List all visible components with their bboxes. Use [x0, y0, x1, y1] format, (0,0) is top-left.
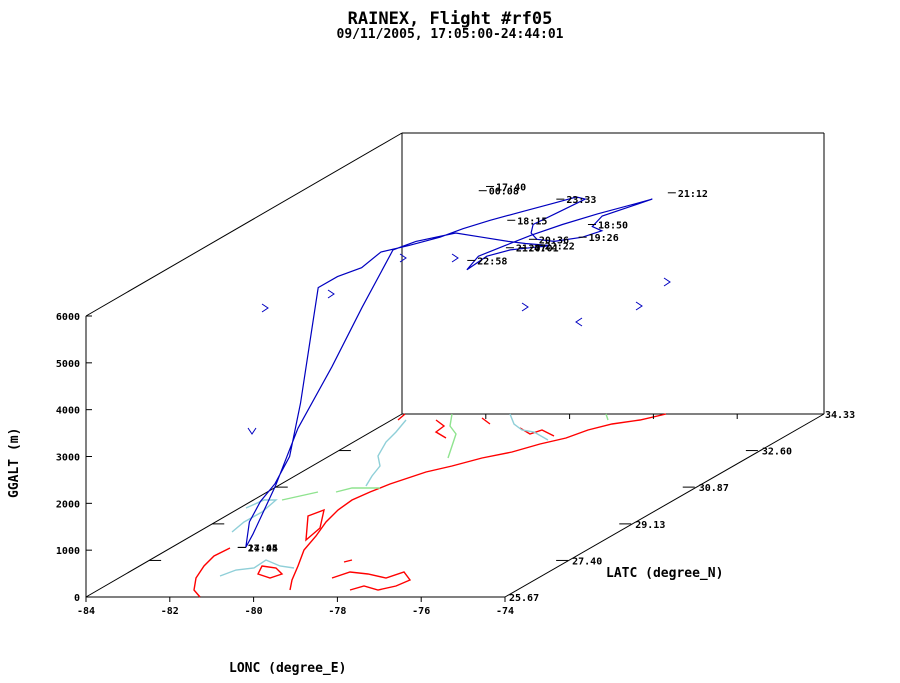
- y-tick-label: 32.60: [762, 447, 792, 458]
- y-tick-label: 27.40: [572, 556, 602, 567]
- direction-arrow: [399, 253, 407, 263]
- direction-arrow: [261, 303, 269, 313]
- time-label: 23:33: [566, 195, 596, 206]
- x-tick-label: -74: [496, 606, 514, 617]
- time-label: 22:58: [477, 256, 507, 267]
- time-label: 18:15: [517, 216, 547, 227]
- time-label: 21:47: [516, 244, 546, 255]
- x-tick-label: -80: [245, 606, 263, 617]
- flight-track-layer: [245, 196, 653, 548]
- state-border: [281, 413, 609, 501]
- direction-arrow: [635, 301, 643, 311]
- y-axis-label: LATC (degree_N): [606, 566, 723, 581]
- axes-box: [85, 132, 825, 598]
- direction-arrow: [327, 289, 335, 299]
- chart-subtitle: 09/11/2005, 17:05:00-24:44:01: [336, 27, 564, 42]
- z-tick-label: 0: [74, 593, 80, 604]
- z-tick-label: 5000: [56, 359, 80, 370]
- time-label: 22:22: [545, 242, 575, 253]
- time-label: 24:44: [248, 543, 278, 554]
- time-label: 19:26: [589, 233, 619, 244]
- coastline-detail-north: [397, 413, 555, 439]
- time-label: 18:50: [598, 221, 628, 232]
- flight-track-line: [245, 196, 653, 548]
- tick-label-layer: -84 -82 -80 -78 -76 -74 25.67 27.40 29.13 30.87 32…: [56, 312, 855, 617]
- time-label: 17:05: [248, 543, 278, 554]
- z-tick-label: 6000: [56, 312, 80, 323]
- florida-coastline: [193, 508, 325, 598]
- x-tick-label: -82: [161, 606, 179, 617]
- x-tick-label: -76: [412, 606, 430, 617]
- river-3: [219, 499, 295, 577]
- z-axis-label: GGALT (m): [7, 428, 22, 498]
- x-axis-label: LONC (degree_E): [229, 661, 346, 676]
- z-tick-label: 1000: [56, 546, 80, 557]
- time-label: 20:36: [539, 235, 569, 246]
- x-tick-label: -78: [328, 606, 346, 617]
- y-tick-label: 25.67: [509, 593, 539, 604]
- atlantic-coastline: [289, 413, 667, 591]
- right-bottom-edge: [504, 413, 825, 598]
- y-tick-label: 34.33: [825, 410, 855, 421]
- z-tick-label: 3000: [56, 453, 80, 464]
- direction-arrow: [521, 302, 529, 312]
- left-top-edge: [85, 132, 403, 317]
- direction-arrow: [663, 277, 671, 287]
- time-label: 17:40: [496, 182, 526, 193]
- time-label: 21:12: [678, 189, 708, 200]
- bahamas-coastline: [331, 559, 412, 591]
- z-tick-label: 2000: [56, 499, 80, 510]
- direction-arrow: [451, 253, 459, 263]
- river-2: [509, 413, 549, 441]
- y-tick-label: 29.13: [635, 520, 665, 531]
- x-tick-label: -84: [77, 606, 95, 617]
- z-tick-label: 4000: [56, 406, 80, 417]
- time-label: 00:08: [489, 187, 519, 198]
- river-1: [365, 419, 407, 487]
- direction-arrow: [247, 427, 257, 435]
- time-label: 20:01: [528, 244, 558, 255]
- time-label-layer: 17:4000:08 23:33 18:15 21:12 18:50 20:36 19:26…: [237, 182, 708, 554]
- direction-arrow: [575, 317, 583, 327]
- left-bottom-edge: [85, 413, 403, 598]
- y-tick-label: 30.87: [699, 483, 729, 494]
- map-layer: [193, 413, 667, 598]
- chart-title: RAINEX, Flight #rf05: [347, 9, 553, 29]
- tick-layer: [85, 315, 821, 602]
- direction-arrows: [247, 253, 671, 435]
